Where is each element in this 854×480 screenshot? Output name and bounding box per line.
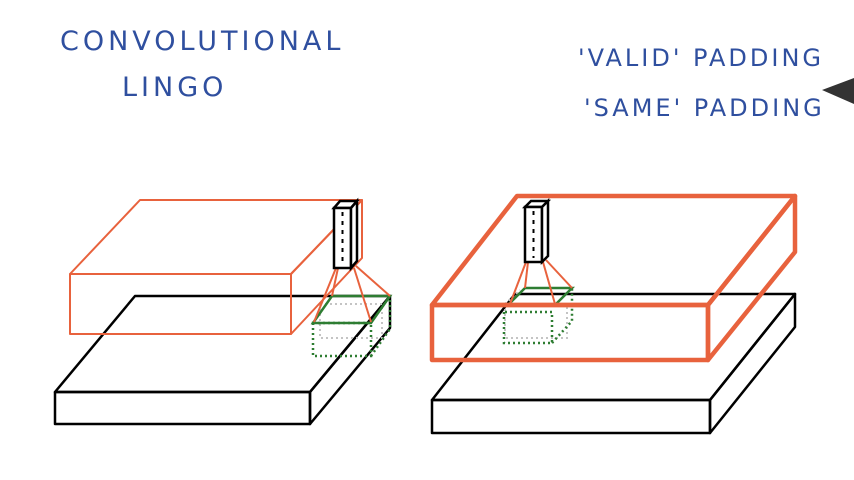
title-line-1: CONVOLUTIONAL — [60, 26, 345, 57]
pointer-arrow-icon — [822, 78, 854, 104]
title-line-2: LINGO — [122, 72, 228, 103]
valid-patch-shadow — [319, 303, 383, 339]
valid-input-volume — [53, 294, 392, 426]
same-kernel-column — [521, 197, 552, 266]
valid-padding-diagram — [53, 197, 393, 426]
same-output-volume — [429, 193, 798, 363]
same-projection-lines — [509, 259, 573, 305]
valid-padding-label: 'VALID' PADDING — [578, 44, 824, 72]
same-padding-diagram — [429, 193, 798, 435]
same-padding-label: 'SAME' PADDING — [584, 94, 825, 122]
valid-projection-lines — [313, 265, 391, 323]
valid-kernel-column — [331, 197, 360, 272]
same-input-volume — [430, 292, 797, 435]
